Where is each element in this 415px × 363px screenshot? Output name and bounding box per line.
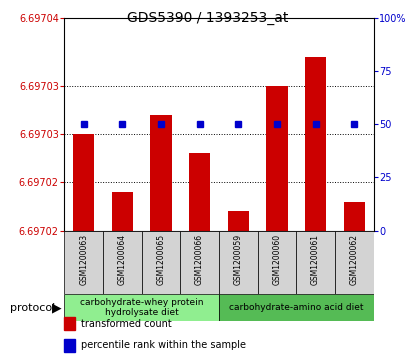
Bar xyxy=(142,231,180,294)
Text: GSM1200059: GSM1200059 xyxy=(234,234,243,285)
Bar xyxy=(189,153,210,231)
Bar xyxy=(219,231,258,294)
Bar xyxy=(64,317,75,330)
Bar xyxy=(64,294,219,321)
Bar xyxy=(112,192,133,231)
Bar xyxy=(150,115,171,231)
Text: GSM1200065: GSM1200065 xyxy=(156,234,166,285)
Text: GSM1200066: GSM1200066 xyxy=(195,234,204,285)
Text: transformed count: transformed count xyxy=(81,319,172,329)
Bar xyxy=(227,211,249,231)
Text: carbohydrate-amino acid diet: carbohydrate-amino acid diet xyxy=(229,303,364,312)
Bar xyxy=(64,339,75,352)
Text: GSM1200062: GSM1200062 xyxy=(350,234,359,285)
Bar xyxy=(180,231,219,294)
Bar xyxy=(296,231,335,294)
Text: GDS5390 / 1393253_at: GDS5390 / 1393253_at xyxy=(127,11,288,25)
Text: protocol: protocol xyxy=(10,303,56,313)
Bar xyxy=(103,231,142,294)
Bar xyxy=(335,231,374,294)
Bar xyxy=(219,294,374,321)
Bar xyxy=(64,231,103,294)
Text: percentile rank within the sample: percentile rank within the sample xyxy=(81,340,247,350)
Text: GSM1200064: GSM1200064 xyxy=(118,234,127,285)
Bar xyxy=(258,231,296,294)
Text: GSM1200060: GSM1200060 xyxy=(272,234,281,285)
Bar xyxy=(266,86,288,231)
Text: GSM1200061: GSM1200061 xyxy=(311,234,320,285)
Text: carbohydrate-whey protein
hydrolysate diet: carbohydrate-whey protein hydrolysate di… xyxy=(80,298,203,317)
Bar xyxy=(344,201,365,231)
Text: GSM1200063: GSM1200063 xyxy=(79,234,88,285)
Text: ▶: ▶ xyxy=(52,301,61,314)
Bar xyxy=(73,134,94,231)
Bar xyxy=(305,57,326,231)
